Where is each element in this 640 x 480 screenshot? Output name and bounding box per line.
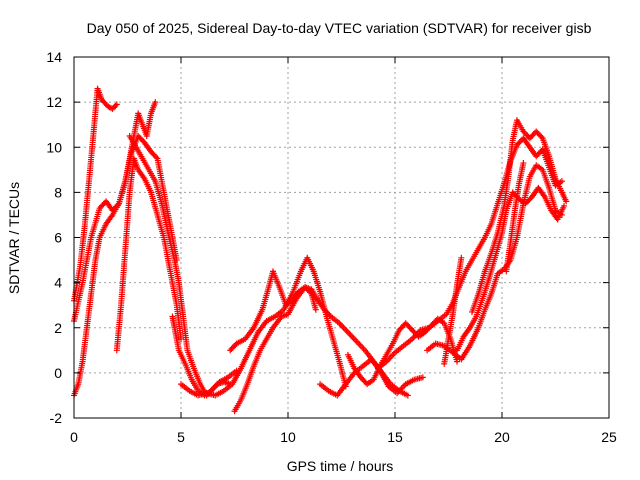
- y-tick-label: 14: [46, 49, 62, 65]
- data-point: [558, 211, 565, 218]
- y-tick-labels: -2 0 2 4 6 8 10 12 14: [46, 49, 62, 426]
- series-track-15: [424, 162, 565, 363]
- y-tick-label: 12: [46, 94, 62, 110]
- x-axis-label: GPS time / hours: [287, 458, 394, 474]
- x-tick-label: 15: [387, 429, 403, 445]
- data-point: [563, 198, 570, 205]
- data-point: [312, 306, 319, 313]
- series-track-16: [441, 254, 465, 367]
- y-tick-label: 0: [54, 365, 62, 381]
- series-track-14: [469, 117, 570, 315]
- x-tick-label: 25: [601, 429, 617, 445]
- x-tick-label: 5: [177, 429, 185, 445]
- x-tick-label: 0: [70, 429, 78, 445]
- x-tick-label: 20: [494, 429, 510, 445]
- series-track-1: [71, 85, 120, 304]
- data-point: [404, 392, 411, 399]
- data-points: [71, 85, 570, 415]
- data-point: [153, 154, 160, 161]
- y-tick-label: 10: [46, 139, 62, 155]
- y-tick-label: 4: [54, 275, 62, 291]
- y-tick-label: 6: [54, 230, 62, 246]
- data-point: [113, 101, 120, 108]
- series-track-17: [503, 160, 527, 275]
- series-track-6: [169, 313, 234, 399]
- y-tick-label: 8: [54, 184, 62, 200]
- series-track-4: [113, 155, 184, 354]
- series-track-11: [344, 315, 461, 388]
- data-point: [520, 160, 527, 167]
- data-point: [419, 374, 426, 381]
- data-point: [454, 358, 461, 365]
- x-tick-label: 10: [280, 429, 296, 445]
- data-point: [561, 202, 568, 209]
- axis-ticks: [73, 56, 610, 419]
- data-point: [458, 254, 465, 261]
- x-tick-labels: 0 5 10 15 20 25: [70, 429, 617, 445]
- data-point: [178, 336, 184, 343]
- y-axis-label: SDTVAR / TECUs: [6, 182, 22, 294]
- data-point: [152, 99, 159, 106]
- series-track-13: [454, 184, 568, 354]
- data-point: [326, 312, 333, 319]
- y-tick-label: -2: [50, 410, 63, 426]
- series-track-7: [227, 268, 319, 354]
- chart-title: Day 050 of 2025, Sidereal Day-to-day VTE…: [87, 20, 592, 36]
- data-point: [538, 133, 545, 140]
- y-tick-label: 2: [54, 320, 62, 336]
- series-track-10: [317, 356, 426, 399]
- series-track-12: [374, 135, 565, 372]
- series-track-8: [178, 254, 349, 399]
- data-point: [558, 178, 565, 185]
- series-track-9: [231, 284, 411, 415]
- series-track-3: [71, 99, 159, 399]
